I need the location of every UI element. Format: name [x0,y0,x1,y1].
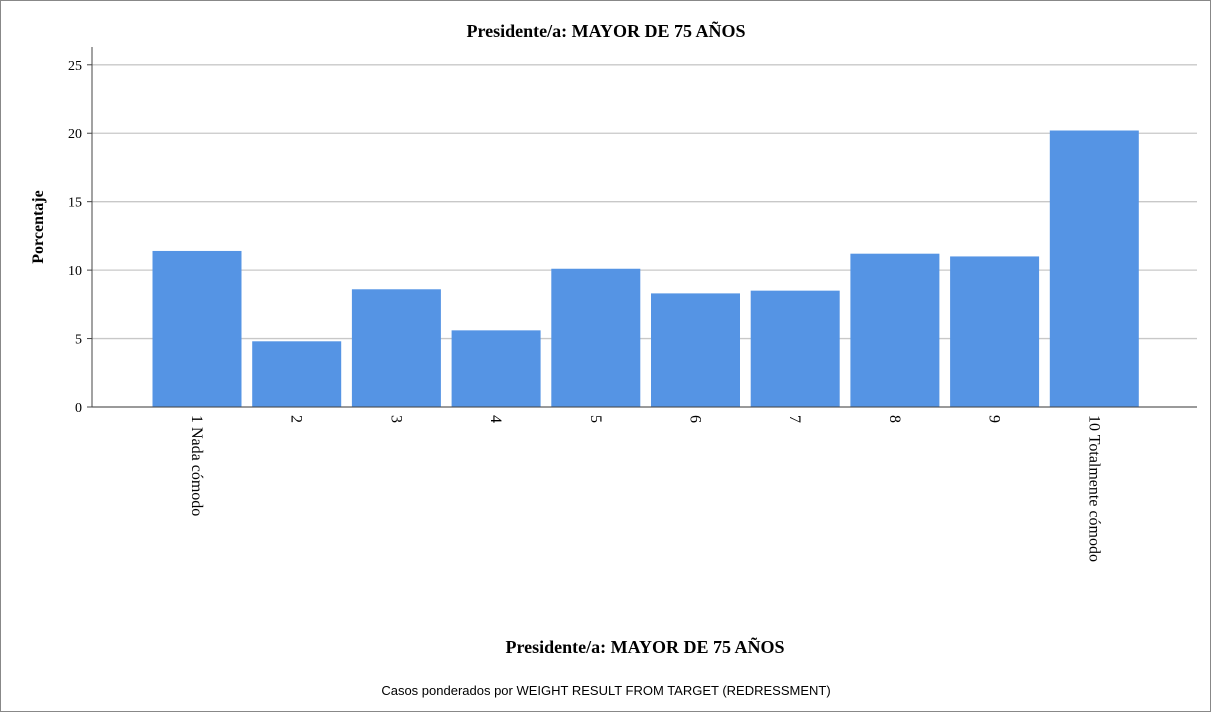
bar [750,290,840,407]
footnote: Casos ponderados por WEIGHT RESULT FROM … [381,683,830,698]
y-tick-label: 0 [75,401,82,416]
x-tick-label: 9 [986,415,1003,423]
x-tick-label: 2 [288,415,305,423]
x-tick-label: 4 [487,415,504,423]
bar [451,330,541,407]
bar [252,341,342,407]
x-tick-label: 3 [387,415,404,423]
y-tick-label: 10 [68,264,82,279]
x-tick-label: 7 [786,415,803,423]
x-tick-label: 5 [587,415,604,423]
y-tick-label: 20 [68,127,82,142]
y-tick-label: 15 [68,196,82,211]
bar [850,253,940,407]
y-tick-label: 25 [68,59,82,74]
bar [950,256,1040,407]
x-tick-label: 10 Totalmente cómodo [1085,415,1102,562]
y-tick-label: 5 [75,333,82,348]
bar [551,268,641,407]
x-axis-title: Presidente/a: MAYOR DE 75 AÑOS [506,636,785,657]
x-tick-label: 1 Nada cómodo [188,415,205,516]
chart-title: Presidente/a: MAYOR DE 75 AÑOS [467,20,746,41]
x-tick-label: 6 [687,415,704,423]
bar [152,250,242,407]
bar [351,289,441,407]
y-axis-title: Porcentaje [30,190,47,263]
bar [651,293,740,407]
bar [1049,130,1139,407]
x-tick-label: 8 [886,415,903,423]
